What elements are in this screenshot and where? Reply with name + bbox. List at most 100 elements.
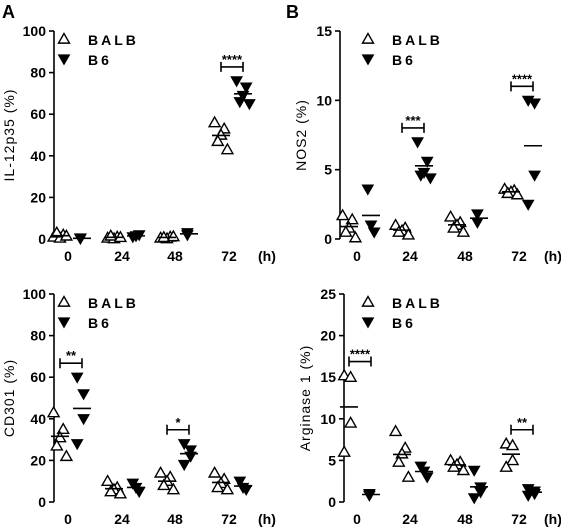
data-point-balb: [220, 142, 235, 155]
data-point-balb: [211, 134, 225, 147]
significance-label: *: [175, 415, 181, 430]
y-tick-label: 100: [23, 286, 47, 302]
data-point-b6: [467, 493, 481, 505]
significance-bracket: [59, 358, 83, 369]
data-point-b6: [184, 445, 197, 457]
data-point-balb: [157, 478, 171, 491]
data-point-b6: [230, 76, 243, 88]
x-tick-label: 48: [457, 248, 473, 264]
y-tick-label: 5: [324, 162, 332, 178]
data-point-balb: [348, 230, 363, 243]
data-point-balb: [401, 470, 416, 482]
data-point-b6: [77, 389, 90, 401]
data-point-b6: [233, 476, 247, 488]
x-tick-label: 48: [457, 511, 473, 527]
legend-marker-balb: [361, 295, 375, 307]
y-tick-label: 20: [320, 328, 336, 344]
data-point-balb: [343, 370, 358, 383]
data-point-b6: [364, 220, 378, 232]
data-point-balb: [388, 424, 403, 437]
chart-il12p35: 0 20 40 60 80 100 IL-12p35 (%) 0 24 48 72 (h) BALB B6…: [1, 23, 276, 264]
data-point-balb: [345, 212, 359, 225]
data-point-balb: [50, 438, 64, 451]
legend-label-b6: B6: [88, 315, 112, 331]
significance-bracket: [510, 81, 534, 92]
y-tick-label: 20: [30, 189, 46, 205]
panel-label-a: A: [2, 2, 15, 22]
data-point-balb: [166, 482, 181, 495]
legend-marker-balb: [361, 32, 375, 44]
legend-marker-b6: [57, 54, 71, 66]
data-point-b6: [177, 459, 191, 472]
y-tick-label: 0: [38, 494, 46, 510]
y-tick-label: 40: [30, 148, 46, 164]
data-point-b6: [528, 98, 541, 110]
data-point-balb: [207, 115, 222, 128]
data-point-balb: [100, 474, 115, 487]
data-point-b6: [184, 451, 197, 463]
data-point-balb: [50, 225, 64, 238]
data-point-b6: [471, 217, 484, 229]
significance-label: **: [66, 348, 77, 363]
data-point-balb: [211, 480, 225, 493]
y-tick-label: 5: [328, 452, 336, 468]
y-tick-label: 0: [328, 494, 336, 510]
significance-bracket: [220, 61, 244, 72]
data-point-b6: [467, 465, 481, 477]
data-point-balb: [447, 220, 461, 233]
x-tick-label: 0: [353, 511, 361, 527]
data-point-balb: [113, 486, 128, 499]
x-tick-label: 72: [221, 511, 237, 527]
data-point-balb: [56, 422, 70, 435]
significance-label: ****: [350, 347, 371, 362]
data-point-balb: [220, 482, 235, 495]
x-tick-label: (h): [544, 511, 561, 527]
data-point-b6: [474, 487, 487, 499]
data-point-balb: [207, 465, 222, 478]
y-axis-label: NOS2 (%): [293, 99, 309, 171]
x-tick-label: 72: [511, 511, 527, 527]
data-point-b6: [70, 372, 84, 384]
legend-label-balb: BALB: [88, 295, 139, 311]
y-tick-label: 0: [324, 231, 332, 247]
data-point-balb: [392, 225, 406, 237]
data-point-b6: [367, 227, 381, 239]
data-point-balb: [505, 453, 520, 466]
data-point-balb: [343, 416, 358, 428]
data-point-balb: [443, 209, 458, 222]
data-point-b6: [521, 199, 535, 211]
data-point-balb: [153, 465, 168, 478]
data-point-b6: [424, 173, 437, 185]
data-point-b6: [243, 99, 256, 111]
data-point-balb: [401, 227, 416, 240]
legend-label-balb: BALB: [392, 32, 443, 48]
y-tick-label: 60: [30, 106, 46, 122]
significance-label: ****: [222, 52, 243, 67]
data-point-b6: [70, 439, 84, 451]
y-tick-label: 100: [23, 23, 47, 39]
data-point-b6: [361, 184, 375, 196]
x-tick-label: 24: [114, 248, 130, 264]
y-tick-label: 80: [30, 65, 46, 81]
significance-label: ***: [405, 113, 421, 128]
data-point-balb: [499, 460, 513, 472]
y-tick-label: 20: [30, 452, 46, 468]
x-tick-label: 0: [64, 511, 72, 527]
legend-label-balb: BALB: [88, 32, 139, 48]
data-point-b6: [471, 209, 484, 221]
data-point-b6: [177, 439, 191, 451]
y-axis-label: Arginase 1 (%): [297, 345, 313, 452]
data-point-b6: [363, 490, 376, 502]
data-point-balb: [510, 187, 525, 200]
y-tick-label: 15: [320, 369, 336, 385]
data-point-b6: [411, 137, 424, 149]
data-point-balb: [456, 225, 471, 237]
significance-bracket: [348, 356, 372, 367]
x-tick-label: 48: [167, 248, 183, 264]
y-tick-label: 40: [30, 411, 46, 427]
x-tick-label: 72: [221, 248, 237, 264]
data-point-balb: [447, 460, 461, 472]
